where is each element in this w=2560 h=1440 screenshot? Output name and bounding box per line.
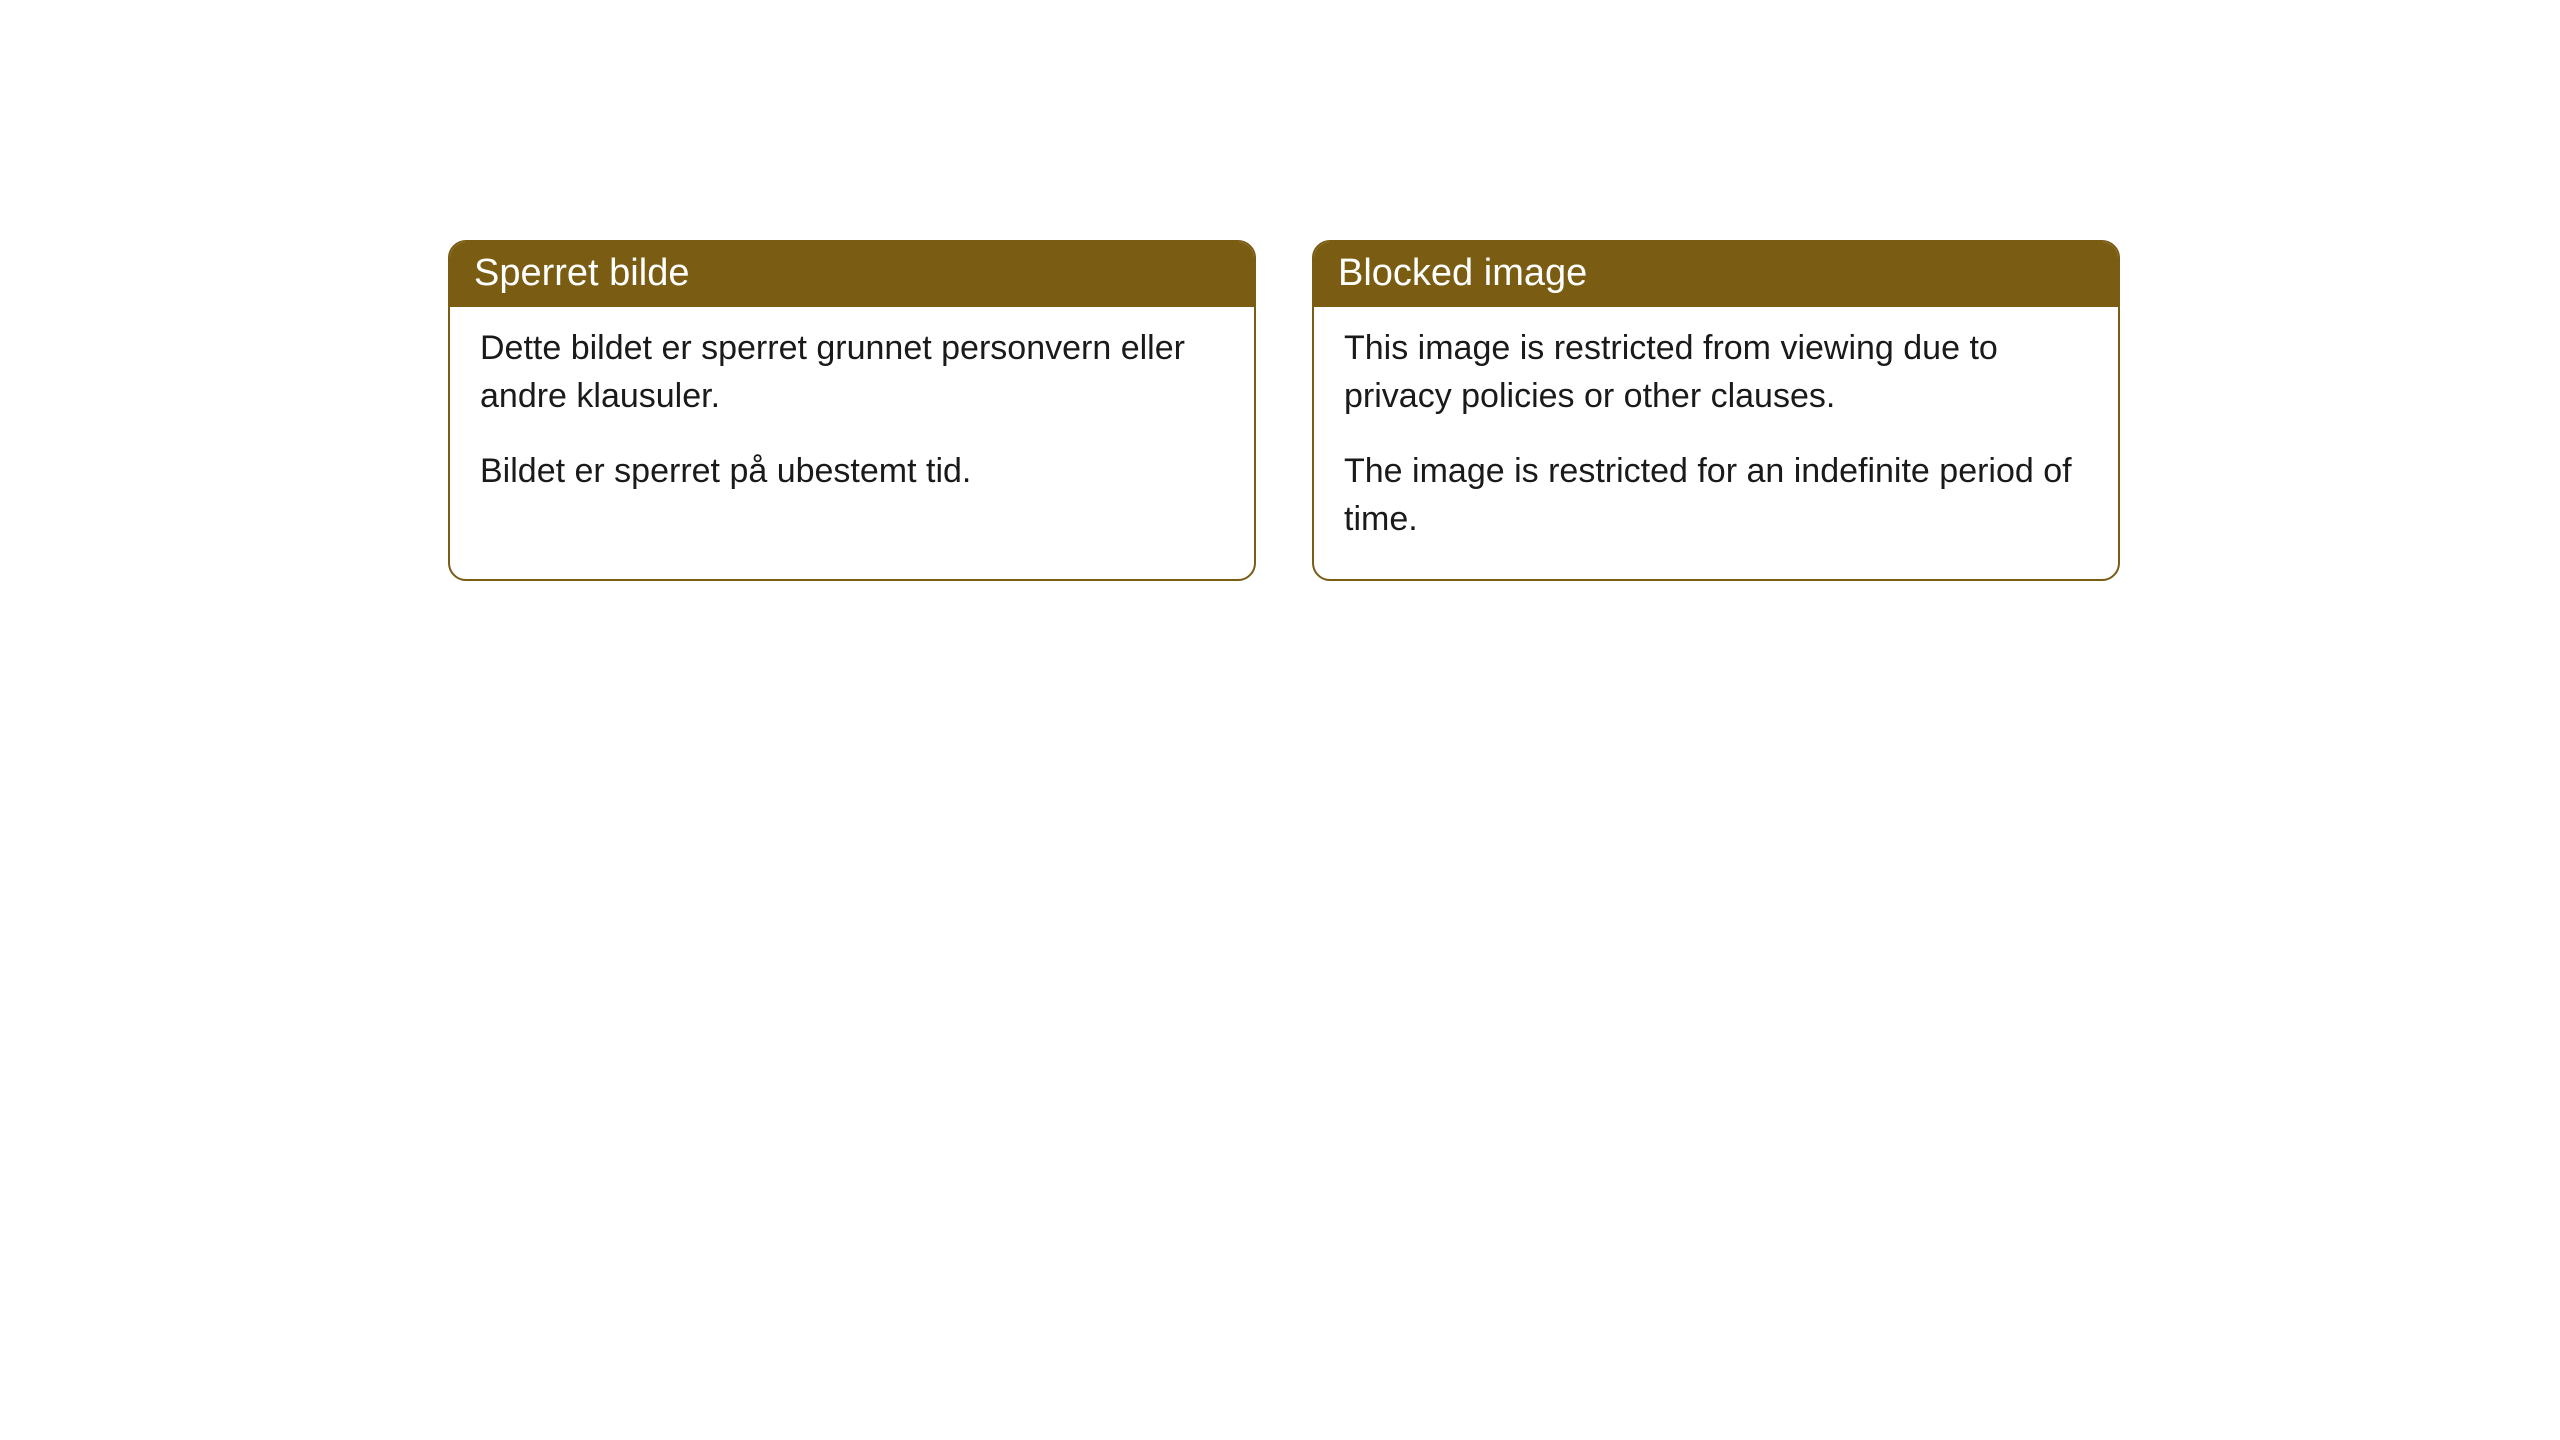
notice-paragraph-2: The image is restricted for an indefinit… xyxy=(1344,448,2088,543)
notice-paragraph-1: Dette bildet er sperret grunnet personve… xyxy=(480,325,1224,420)
notice-header: Blocked image xyxy=(1314,242,2118,307)
notice-header: Sperret bilde xyxy=(450,242,1254,307)
notice-body: This image is restricted from viewing du… xyxy=(1314,307,2118,579)
notice-paragraph-2: Bildet er sperret på ubestemt tid. xyxy=(480,448,1224,496)
notice-card-norwegian: Sperret bilde Dette bildet er sperret gr… xyxy=(448,240,1256,581)
notice-paragraph-1: This image is restricted from viewing du… xyxy=(1344,325,2088,420)
notice-body: Dette bildet er sperret grunnet personve… xyxy=(450,307,1254,532)
notice-card-english: Blocked image This image is restricted f… xyxy=(1312,240,2120,581)
notice-container: Sperret bilde Dette bildet er sperret gr… xyxy=(0,0,2560,581)
